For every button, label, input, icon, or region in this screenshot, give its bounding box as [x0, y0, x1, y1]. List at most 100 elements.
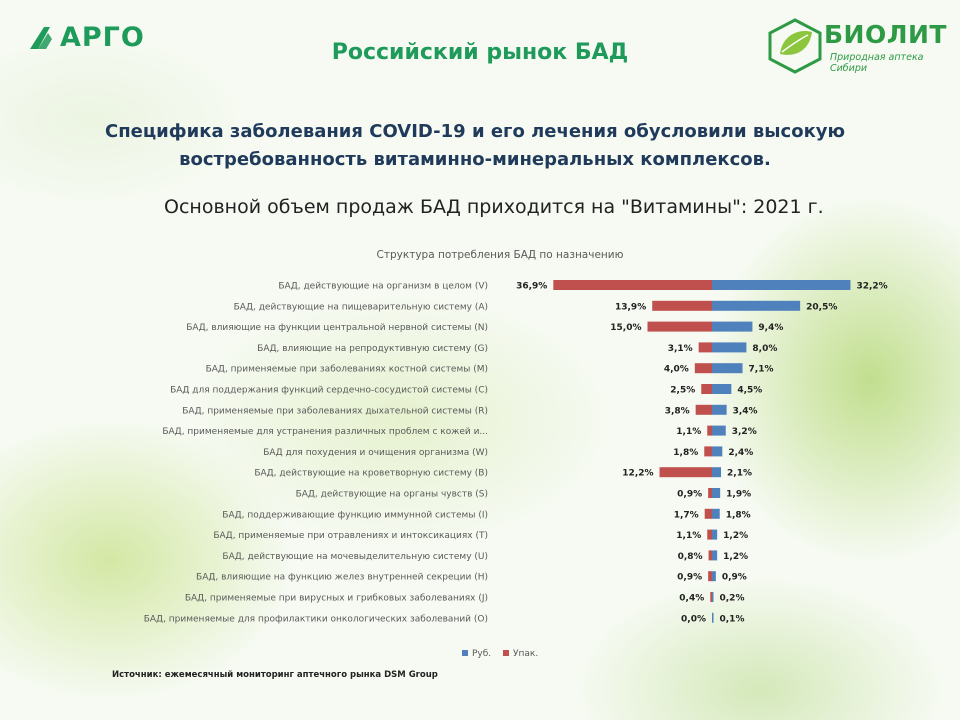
biolit-logo: БИОЛИТ Природная аптека Сибири	[766, 18, 946, 74]
bar-rub	[712, 508, 720, 519]
category-label: БАД, действующие на организм в целом (V)	[278, 282, 488, 292]
data-label-rub: 9,4%	[758, 323, 783, 333]
data-label-rub: 2,4%	[728, 448, 753, 458]
bar-rub	[712, 571, 716, 582]
data-label-rub: 1,8%	[726, 510, 751, 520]
data-label-pack: 4,0%	[664, 365, 689, 375]
category-label: БАД, влияющие на функцию желез внутренне…	[196, 573, 488, 583]
bar-pack	[695, 404, 712, 415]
category-label: БАД, поддерживающие функцию иммунной сис…	[222, 510, 488, 520]
bar-rub	[712, 404, 727, 415]
argo-logo-icon	[30, 26, 52, 49]
data-label-pack: 3,1%	[668, 344, 693, 354]
biolit-logo-name: БИОЛИТ	[824, 20, 947, 49]
category-label: БАД для поддержания функций сердечно-сос…	[170, 386, 488, 396]
category-label: БАД, влияющие на функции центральной нер…	[186, 323, 488, 333]
bar-pack	[694, 363, 712, 374]
data-label-pack: 2,5%	[670, 386, 695, 396]
subheadline: Основной объем продаж БАД приходится на …	[164, 196, 824, 218]
bar-rub	[712, 467, 722, 478]
category-label: БАД, действующие на мочевыделительную си…	[222, 552, 488, 562]
data-label-pack: 15,0%	[610, 323, 641, 333]
argo-logo-text: АРГО	[60, 22, 145, 53]
bar-pack	[707, 425, 712, 436]
data-label-rub: 7,1%	[749, 365, 774, 375]
bar-pack	[707, 529, 712, 540]
data-label-pack: 0,9%	[677, 490, 702, 500]
bar-rub	[712, 425, 726, 436]
data-label-pack: 1,1%	[676, 427, 701, 437]
category-label: БАД для похудения и очищения организма (…	[263, 448, 488, 458]
bar-rub	[712, 280, 851, 290]
bar-pack	[708, 571, 712, 582]
data-label-pack: 36,9%	[516, 282, 547, 292]
data-label-rub: 1,2%	[723, 552, 748, 562]
legend-label-rub: Руб.	[472, 649, 491, 659]
data-label-rub: 0,1%	[720, 614, 745, 624]
page-title: Российский рынок БАД	[331, 40, 629, 65]
data-label-pack: 12,2%	[622, 469, 653, 479]
category-label: БАД, применяемые при заболеваниях дыхате…	[182, 406, 488, 416]
bar-pack	[652, 300, 712, 311]
legend-swatch-pack	[503, 650, 509, 656]
headline-line-2: востребованность витаминно-минеральных к…	[179, 149, 771, 170]
data-label-rub: 1,2%	[723, 531, 748, 541]
bar-rub	[712, 363, 743, 374]
category-label: БАД, действующие на органы чувств (S)	[296, 490, 488, 500]
bar-pack	[704, 446, 712, 457]
legend-swatch-rub	[462, 650, 468, 656]
bar-rub	[712, 550, 718, 561]
data-label-rub: 32,2%	[856, 282, 887, 292]
bar-pack	[698, 342, 712, 353]
argo-logo: АРГО	[28, 22, 145, 53]
data-label-rub: 0,2%	[720, 594, 745, 604]
data-label-rub: 0,9%	[722, 573, 747, 583]
data-label-pack: 0,9%	[677, 573, 702, 583]
bar-pack	[701, 384, 712, 394]
bar-pack	[553, 280, 712, 290]
bar-pack	[708, 488, 712, 498]
bar-rub	[712, 612, 714, 623]
category-label: БАД, применяемые для устранения различны…	[162, 427, 488, 437]
bar-rub	[712, 592, 714, 602]
hexagon-leaf-icon	[768, 18, 822, 74]
data-label-pack: 1,7%	[674, 510, 699, 520]
category-label: БАД, влияющие на репродуктивную систему …	[257, 344, 488, 354]
data-label-rub: 4,5%	[737, 386, 762, 396]
data-label-rub: 3,2%	[732, 427, 757, 437]
category-label: БАД, применяемые при вирусных и грибковы…	[185, 594, 488, 604]
bar-rub	[712, 321, 753, 332]
bar-rub	[712, 529, 718, 540]
bar-rub	[712, 384, 732, 394]
data-label-rub: 3,4%	[733, 406, 758, 416]
bar-pack	[647, 321, 712, 332]
data-label-pack: 0,8%	[678, 552, 703, 562]
bar-rub	[712, 488, 721, 498]
data-label-pack: 1,8%	[673, 448, 698, 458]
category-label: БАД, действующие на кроветворную систему…	[254, 469, 488, 479]
biolit-logo-tagline: Природная аптека Сибири	[830, 52, 924, 74]
legend-label-pack: Упак.	[513, 649, 538, 659]
data-label-rub: 20,5%	[806, 302, 837, 312]
data-label-pack: 13,9%	[615, 302, 646, 312]
data-label-pack: 0,0%	[681, 614, 706, 624]
bar-pack	[710, 592, 712, 602]
category-label: БАД, применяемые для профилактики онколо…	[144, 614, 488, 624]
headline: Специфика заболевания COVID-19 и его леч…	[60, 118, 890, 174]
headline-line-1: Специфика заболевания COVID-19 и его леч…	[104, 121, 846, 142]
data-label-pack: 3,8%	[665, 406, 690, 416]
data-label-rub: 1,9%	[726, 490, 751, 500]
bar-rub	[712, 342, 747, 353]
bar-rub	[712, 446, 723, 457]
data-label-pack: 0,4%	[679, 594, 704, 604]
bar-pack	[704, 508, 712, 519]
data-label-rub: 8,0%	[752, 344, 777, 354]
chart-title: Структура потребления БАД по назначению	[377, 249, 624, 261]
bar-rub	[712, 300, 801, 311]
bar-pack	[708, 550, 712, 561]
data-label-pack: 1,1%	[676, 531, 701, 541]
data-label-rub: 2,1%	[727, 469, 752, 479]
category-label: БАД, применяемые при отравлениях и инток…	[213, 531, 488, 541]
